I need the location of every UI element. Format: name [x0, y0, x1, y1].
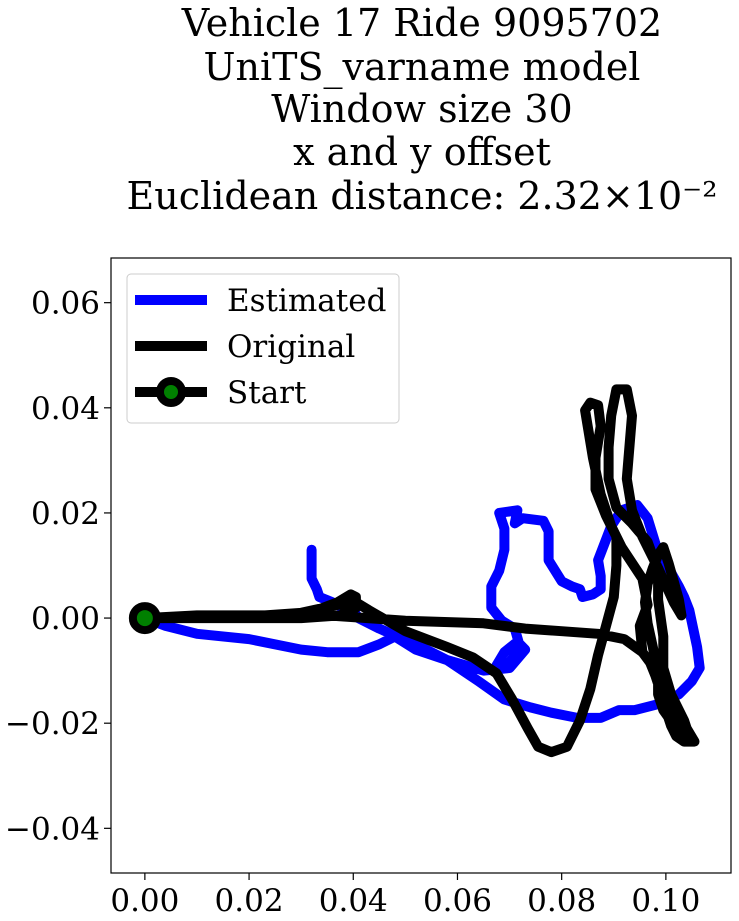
x-tick-label: 0.06	[423, 883, 492, 919]
legend-marker-start	[156, 377, 186, 407]
x-axis: 0.00 0.02 0.04 0.06 0.08 0.10	[110, 873, 700, 919]
legend: Estimated Original Start	[126, 273, 400, 424]
start-marker	[128, 602, 161, 635]
y-tick-label: −0.04	[5, 811, 100, 847]
legend-label-estimated: Estimated	[227, 283, 386, 319]
y-tick-label: 0.06	[31, 286, 100, 322]
title-line-5: Euclidean distance: 2.32×10⁻²	[127, 174, 718, 218]
chart-title: Vehicle 17 Ride 9095702 UniTS_varname mo…	[127, 1, 718, 218]
title-line-1: Vehicle 17 Ride 9095702	[181, 1, 662, 45]
x-tick-label: 0.04	[319, 883, 388, 919]
x-tick-label: 0.08	[527, 883, 596, 919]
x-tick-label: 0.10	[631, 883, 700, 919]
series-line-original	[139, 384, 700, 758]
y-tick-label: 0.04	[31, 391, 100, 427]
title-line-4: x and y offset	[293, 130, 551, 174]
series-line-estimated	[139, 500, 705, 723]
legend-label-original: Original	[227, 329, 355, 365]
y-tick-label: −0.02	[5, 706, 100, 742]
legend-box	[126, 273, 400, 424]
series-layer	[128, 384, 705, 758]
y-axis: −0.04 −0.02 0.00 0.02 0.04 0.06	[5, 286, 111, 847]
y-tick-label: 0.02	[31, 496, 100, 532]
x-tick-label: 0.02	[215, 883, 284, 919]
plot-area-frame	[110, 257, 732, 874]
y-tick-label: 0.00	[31, 601, 100, 637]
title-line-2: UniTS_varname model	[204, 45, 641, 90]
x-tick-label: 0.00	[110, 883, 179, 919]
title-line-3: Window size 30	[271, 87, 572, 131]
legend-label-start: Start	[227, 375, 307, 411]
